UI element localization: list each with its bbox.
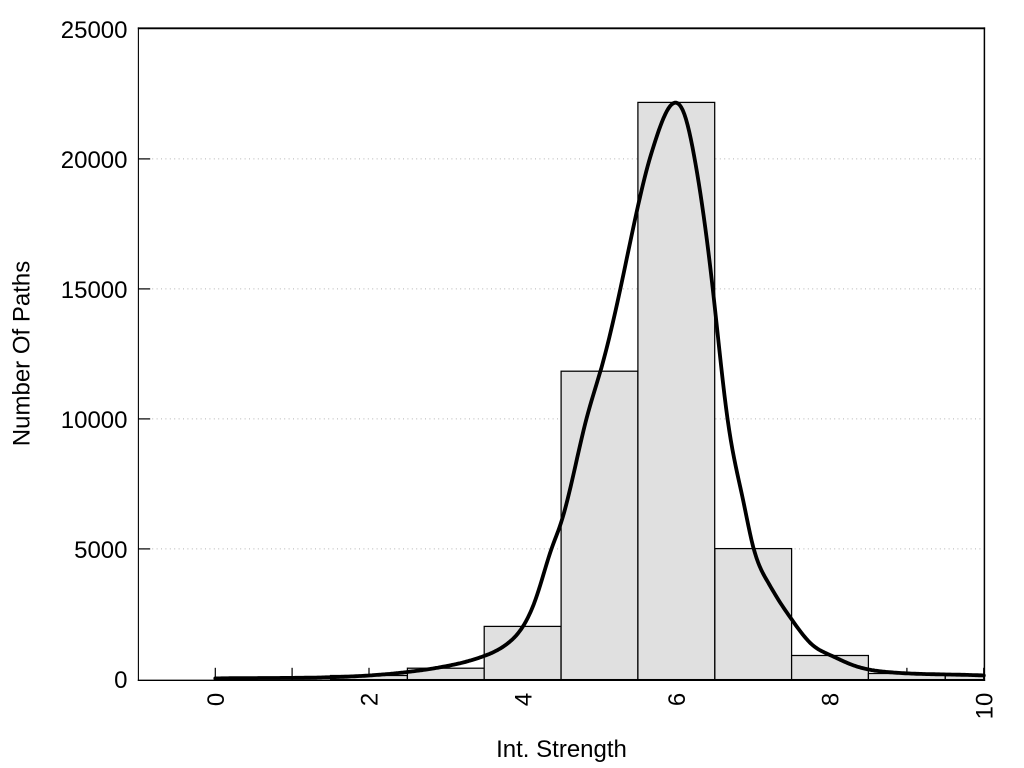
svg-text:4: 4: [510, 693, 537, 706]
svg-text:5000: 5000: [74, 537, 127, 564]
svg-text:Int. Strength: Int. Strength: [496, 736, 627, 763]
svg-text:2: 2: [357, 693, 384, 706]
svg-text:10: 10: [971, 693, 998, 720]
svg-text:15000: 15000: [61, 277, 128, 304]
svg-text:0: 0: [203, 693, 230, 706]
svg-text:Number Of Paths: Number Of Paths: [8, 261, 35, 446]
svg-text:8: 8: [818, 693, 845, 706]
svg-text:25000: 25000: [61, 17, 128, 44]
svg-text:0: 0: [114, 667, 127, 694]
svg-text:20000: 20000: [61, 147, 128, 174]
svg-text:6: 6: [664, 693, 691, 706]
svg-text:10000: 10000: [61, 407, 128, 434]
